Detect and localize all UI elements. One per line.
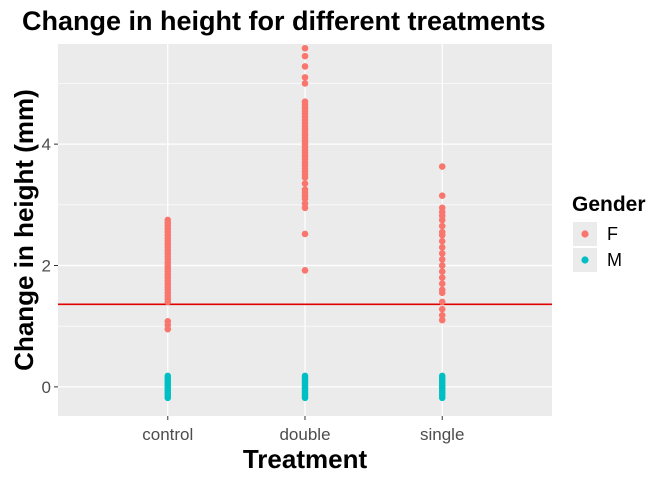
x-tick-label: double bbox=[279, 425, 330, 444]
data-point-f bbox=[438, 298, 446, 306]
chart-title: Change in height for different treatment… bbox=[22, 6, 546, 36]
data-point-f bbox=[438, 222, 446, 230]
data-point-f bbox=[438, 243, 446, 251]
y-tick-label: 4 bbox=[42, 135, 51, 154]
data-point-f bbox=[164, 216, 172, 224]
legend-label: M bbox=[607, 250, 622, 270]
data-point-f bbox=[438, 268, 446, 275]
data-point-f bbox=[301, 80, 309, 87]
data-point-f bbox=[301, 52, 309, 60]
data-point-f bbox=[438, 256, 446, 263]
data-point-f bbox=[438, 311, 446, 319]
data-point-m bbox=[164, 372, 172, 380]
data-point-f bbox=[438, 262, 446, 269]
data-point-f bbox=[438, 280, 446, 288]
x-tick-label: control bbox=[142, 425, 193, 444]
x-axis-ticks: control double single bbox=[142, 416, 464, 444]
y-tick-label: 2 bbox=[42, 257, 51, 276]
data-point-f bbox=[301, 74, 309, 81]
y-tick-label: 0 bbox=[42, 378, 51, 397]
data-point-f bbox=[301, 186, 309, 193]
legend-key-f bbox=[581, 230, 589, 238]
data-point-f bbox=[438, 237, 446, 245]
data-point-f bbox=[438, 204, 446, 212]
data-point-f bbox=[438, 305, 446, 313]
data-point-f bbox=[438, 286, 446, 294]
legend-label: F bbox=[607, 224, 618, 244]
data-point-f bbox=[301, 200, 309, 207]
data-point-f bbox=[438, 228, 446, 236]
y-axis-ticks: 0 2 4 bbox=[42, 135, 58, 397]
data-point-f bbox=[301, 180, 309, 187]
legend-items: FM bbox=[573, 222, 622, 272]
x-axis-title: Treatment bbox=[243, 444, 368, 474]
legend: Gender FM bbox=[572, 193, 646, 272]
x-tick-label: single bbox=[420, 425, 464, 444]
y-axis-title: Change in height (mm) bbox=[9, 89, 39, 371]
data-point-m bbox=[438, 372, 446, 380]
data-point-f bbox=[301, 230, 309, 238]
data-point-m bbox=[301, 372, 309, 380]
data-points bbox=[164, 44, 446, 402]
data-point-f bbox=[438, 192, 446, 200]
data-point-f bbox=[301, 63, 309, 70]
legend-title: Gender bbox=[572, 193, 646, 216]
data-point-f bbox=[438, 316, 446, 324]
data-point-f bbox=[438, 250, 446, 257]
data-point-f bbox=[164, 318, 172, 325]
data-point-f bbox=[438, 163, 446, 170]
data-point-f bbox=[438, 274, 446, 281]
legend-key-m bbox=[581, 256, 589, 264]
data-point-f bbox=[301, 267, 309, 274]
data-point-f bbox=[301, 98, 309, 105]
data-point-f bbox=[301, 44, 309, 52]
